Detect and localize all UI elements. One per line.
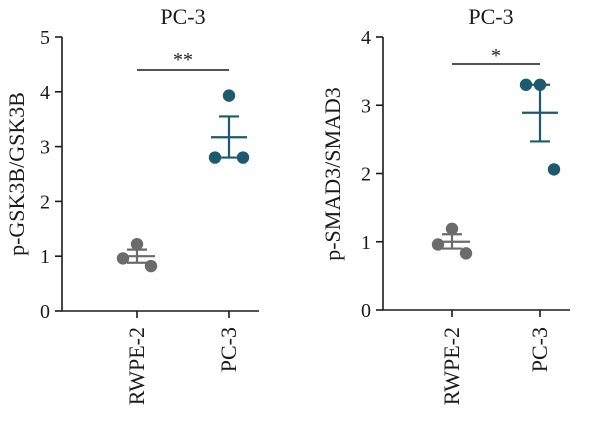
y-tick-label: 0 [361, 300, 371, 322]
y-tick-label: 4 [361, 27, 371, 49]
data-point [208, 151, 222, 164]
x-tick-label: PC-3 [216, 327, 241, 372]
y-tick-label: 4 [40, 82, 50, 104]
data-point [144, 259, 158, 273]
chart-title: PC-3 [468, 4, 513, 29]
data-point [533, 78, 547, 91]
y-tick-label: 1 [361, 232, 371, 254]
y-axis-label: p-SMAD3/SMAD3 [320, 87, 345, 261]
data-point [519, 78, 533, 91]
data-point [130, 237, 144, 251]
data-point [222, 89, 236, 102]
y-axis-label: p-GSK3B/GSK3B [4, 92, 29, 256]
data-point [236, 151, 250, 164]
y-tick-label: 2 [40, 191, 50, 213]
x-tick-label: RWPE-2 [439, 327, 464, 405]
chart-panel-1: PC-3 p-GSK3B/GSK3B 0 1 2 3 4 5 RWPE-2 PC-3 ** [4, 4, 259, 405]
data-point [431, 238, 445, 251]
significance-label: * [491, 45, 501, 67]
data-point [547, 163, 561, 176]
y-tick-label: 3 [40, 137, 50, 159]
significance-label: ** [173, 49, 193, 71]
data-point [459, 247, 473, 260]
chart-title: PC-3 [160, 4, 205, 29]
y-tick-label: 3 [361, 95, 371, 117]
chart-panel-2: PC-3 p-SMAD3/SMAD3 0 1 2 3 4 RWPE-2 PC-3 * [320, 4, 570, 405]
y-tick-label: 5 [40, 27, 50, 49]
data-point [116, 252, 130, 265]
x-tick-label: PC-3 [527, 327, 552, 372]
y-tick-label: 2 [361, 164, 371, 186]
y-tick-label: 0 [40, 301, 50, 323]
x-tick-label: RWPE-2 [124, 327, 149, 405]
y-tick-label: 1 [40, 246, 50, 268]
data-point [445, 222, 459, 235]
